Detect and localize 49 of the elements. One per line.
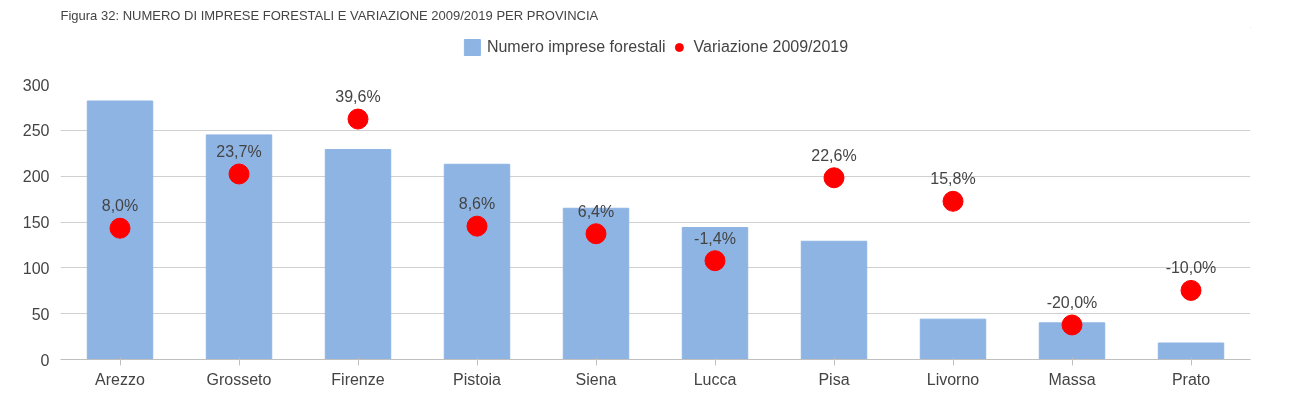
data-label: -10,0% [1165, 259, 1217, 277]
x-tick-label: Pisa [818, 370, 850, 388]
point [704, 250, 726, 272]
data-label: -1,4% [694, 229, 736, 247]
point [466, 215, 488, 237]
bar [324, 149, 392, 360]
y-tick-label: 50 [31, 305, 50, 323]
point [823, 167, 845, 189]
point [347, 108, 369, 130]
bar [562, 207, 630, 360]
x-tick-label: Firenze [331, 370, 385, 388]
x-tick-label: Lucca [693, 370, 737, 388]
data-label: 6,4% [577, 202, 615, 220]
bar [1157, 342, 1225, 360]
bar [86, 100, 154, 360]
y-tick-label: 200 [22, 168, 50, 186]
x-tick-label: Siena [575, 370, 617, 388]
data-label: 22,6% [811, 146, 857, 164]
point [1180, 279, 1202, 301]
point [585, 223, 607, 245]
chart-title: Figura 32: NUMERO DI IMPRESE FORESTALI E VARIAZIONE 2009/2019 PER PROVINCIA [60, 7, 599, 23]
bar [800, 240, 868, 360]
legend-label: Numero imprese forestali [486, 38, 666, 56]
point [228, 163, 250, 185]
x-tick-label: Arezzo [95, 370, 145, 388]
x-tick-label: Prato [1171, 370, 1211, 388]
bar [681, 227, 749, 360]
x-tick-label: Grosseto [206, 370, 272, 388]
point [109, 217, 131, 239]
y-tick-label: 0 [40, 351, 50, 369]
x-tick-label: Massa [1048, 370, 1096, 388]
point [1061, 314, 1083, 336]
y-tick-label: 300 [22, 76, 50, 94]
data-label: 8,0% [101, 197, 139, 215]
point [942, 190, 964, 212]
x-tick-label: Pistoia [452, 370, 502, 388]
x-tick-label: Livorno [926, 370, 980, 388]
y-tick-label: 250 [22, 122, 50, 140]
bar [443, 163, 511, 360]
legend-label: Variazione 2009/2019 [693, 38, 849, 56]
data-label: 23,7% [216, 142, 262, 160]
data-label: 8,6% [458, 195, 496, 213]
y-tick-label: 150 [22, 214, 50, 231]
data-label: -20,0% [1046, 293, 1098, 311]
y-tick-label: 100 [22, 259, 50, 277]
bar [205, 134, 273, 360]
bar [919, 318, 987, 360]
data-label: 15,8% [930, 170, 976, 188]
data-label: 39,6% [335, 88, 381, 106]
